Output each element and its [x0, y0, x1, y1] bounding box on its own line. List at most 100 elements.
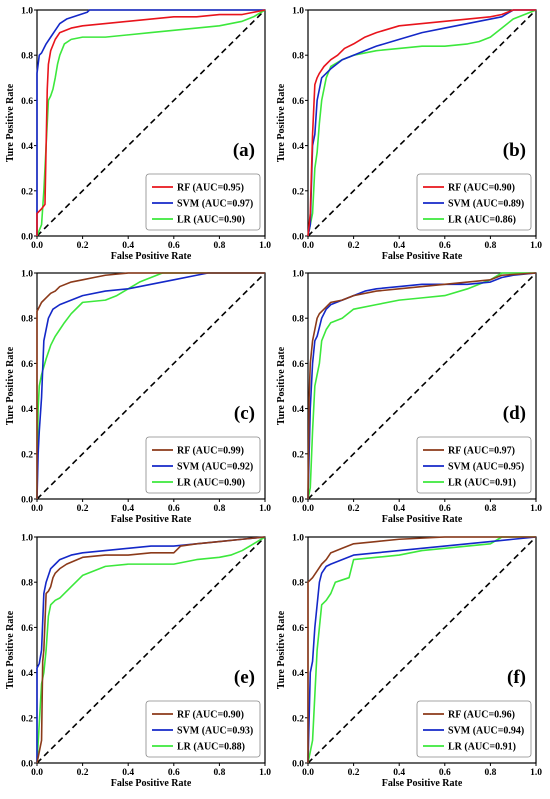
- legend-box: [145, 173, 261, 231]
- roc-curve-rf: [36, 9, 266, 236]
- roc-panel-5: 0.0 0.2 0.4 0.6 0.8 1.0 0.0 0.2 0.4 0.6 0.8 1.0 Fals…: [5, 534, 271, 790]
- panel-label: (d): [503, 403, 526, 424]
- x-tick-label: 0.8: [213, 768, 225, 778]
- y-tick-label: 0.4: [292, 142, 304, 152]
- x-tick-label: 0.6: [168, 241, 180, 251]
- x-tick-label: 0.8: [213, 241, 225, 251]
- x-tick-label: 1.0: [530, 241, 542, 251]
- y-tick-label: 0.8: [21, 579, 33, 589]
- roc-curve-lr: [307, 9, 537, 237]
- legend-label: LR (AUC=0.86): [448, 215, 516, 226]
- roc-curve-lr: [36, 536, 266, 764]
- roc-curve-rf: [307, 272, 537, 500]
- legend-box: [145, 436, 261, 494]
- roc-curve-lr: [36, 272, 265, 500]
- legend-label: SVM (AUC=0.97): [177, 199, 253, 210]
- x-tick-label: 0.2: [77, 504, 89, 514]
- x-tick-label: 0.0: [31, 241, 43, 251]
- x-tick-label: 1.0: [530, 768, 542, 778]
- x-tick-label: 0.8: [484, 768, 496, 778]
- panel-label: (a): [233, 140, 255, 161]
- panel-label: (c): [234, 403, 255, 424]
- x-axis-title: False Positive Rate: [111, 251, 192, 262]
- x-tick-label: 0.2: [77, 241, 89, 251]
- x-tick-label: 0.6: [168, 504, 180, 514]
- legend-label: SVM (AUC=0.93): [177, 726, 253, 737]
- roc-panel-2: 0.0 0.2 0.4 0.6 0.8 1.0 0.0 0.2 0.4 0.6 0.8 1.0 Fals…: [276, 7, 542, 263]
- y-axis-title: Ture Positive Rate: [276, 346, 287, 425]
- legend-label: LR (AUC=0.91): [448, 742, 516, 753]
- roc-curve-rf: [307, 9, 536, 237]
- legend-label: RF (AUC=0.95): [177, 183, 244, 194]
- roc-curve-rf: [36, 536, 266, 764]
- legend-box: [145, 700, 261, 758]
- y-tick-label: 0.6: [21, 624, 33, 634]
- y-tick-label: 0.6: [292, 360, 304, 370]
- panel-label: (e): [234, 667, 255, 688]
- y-tick-label: 0.4: [21, 142, 33, 152]
- legend-label: RF (AUC=0.90): [448, 183, 515, 194]
- x-tick-label: 1.0: [259, 241, 271, 251]
- legend-label: SVM (AUC=0.89): [448, 199, 524, 210]
- y-axis-title: Ture Positive Rate: [5, 83, 16, 162]
- legend-label: LR (AUC=0.88): [177, 742, 245, 753]
- legend-label: SVM (AUC=0.94): [448, 726, 524, 737]
- y-tick-label: 1.0: [292, 534, 304, 544]
- x-tick-label: 0.8: [484, 241, 496, 251]
- x-axis-title: False Positive Rate: [382, 778, 463, 789]
- legend-label: LR (AUC=0.91): [448, 478, 516, 489]
- roc-curve-svm: [307, 272, 537, 500]
- y-tick-label: 0.8: [292, 52, 304, 62]
- y-tick-label: 1.0: [21, 7, 33, 17]
- panel-label: (b): [503, 140, 526, 161]
- y-tick-label: 0.0: [21, 760, 33, 770]
- x-tick-label: 0.0: [302, 504, 314, 514]
- y-axis-title: Ture Positive Rate: [5, 346, 16, 425]
- y-tick-label: 0.6: [21, 360, 33, 370]
- plot-frame: [36, 536, 266, 764]
- y-tick-label: 0.2: [21, 450, 33, 460]
- y-tick-label: 1.0: [292, 270, 304, 280]
- y-tick-label: 0.6: [292, 97, 304, 107]
- x-tick-label: 0.4: [122, 504, 134, 514]
- legend-box: [416, 436, 532, 494]
- legend-label: RF (AUC=0.90): [177, 710, 244, 721]
- chance-diagonal-line: [307, 536, 537, 764]
- y-tick-label: 0.0: [292, 233, 304, 243]
- roc-curve-rf: [307, 536, 536, 763]
- x-tick-label: 1.0: [259, 504, 271, 514]
- plot-frame: [307, 272, 537, 500]
- roc-curve-svm: [307, 9, 536, 237]
- x-tick-label: 0.4: [393, 504, 405, 514]
- roc-curve-rf: [36, 272, 265, 499]
- x-tick-label: 0.6: [439, 504, 451, 514]
- legend-box: [416, 173, 532, 231]
- legend-label: RF (AUC=0.97): [448, 446, 515, 457]
- y-tick-label: 0.2: [21, 714, 33, 724]
- y-tick-label: 0.2: [292, 450, 304, 460]
- legend-label: RF (AUC=0.99): [177, 446, 244, 457]
- y-tick-label: 0.0: [21, 496, 33, 506]
- x-tick-label: 0.2: [348, 241, 360, 251]
- x-tick-label: 0.8: [213, 504, 225, 514]
- x-tick-label: 0.0: [31, 768, 43, 778]
- y-tick-label: 0.2: [292, 187, 304, 197]
- legend-label: LR (AUC=0.90): [177, 478, 245, 489]
- y-axis-title: Ture Positive Rate: [276, 610, 287, 689]
- panel-label: (f): [507, 667, 526, 688]
- roc-curve-svm: [36, 9, 265, 236]
- legend-label: SVM (AUC=0.95): [448, 462, 524, 473]
- y-tick-label: 1.0: [21, 270, 33, 280]
- x-tick-label: 0.6: [168, 768, 180, 778]
- y-tick-label: 0.2: [292, 714, 304, 724]
- x-axis-title: False Positive Rate: [111, 514, 192, 525]
- legend-label: RF (AUC=0.96): [448, 710, 515, 721]
- y-tick-label: 0.8: [292, 579, 304, 589]
- legend-label: SVM (AUC=0.92): [177, 462, 253, 473]
- y-tick-label: 0.2: [21, 187, 33, 197]
- legend-label: LR (AUC=0.90): [177, 215, 245, 226]
- y-axis-title: Ture Positive Rate: [5, 610, 16, 689]
- roc-panel-3: 0.0 0.2 0.4 0.6 0.8 1.0 0.0 0.2 0.4 0.6 0.8 1.0 Fals…: [5, 270, 271, 526]
- chance-diagonal-line: [36, 272, 266, 500]
